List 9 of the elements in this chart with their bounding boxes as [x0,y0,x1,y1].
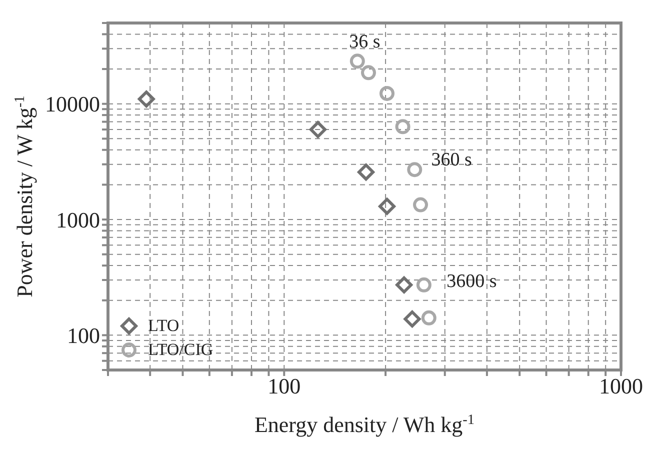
legend-label: LTO [148,316,180,336]
y-tick-label: 1000 [56,207,100,232]
annotation: 36 s [349,31,380,52]
legend-label: LTO/CIG [148,340,214,360]
annotation: 3600 s [446,270,497,292]
y-tick-label: 100 [67,322,100,348]
annotation: 360 s [431,149,472,170]
y-tick-label: 10000 [45,92,100,117]
x-axis-title: Energy density / Wh kg$^{-1}$ [254,412,475,437]
